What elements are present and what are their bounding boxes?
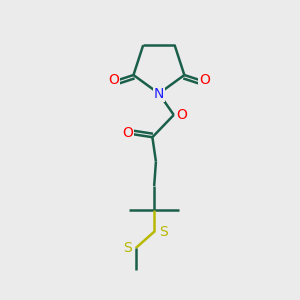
Text: S: S [159,225,167,239]
Text: S: S [123,241,132,255]
Text: O: O [177,108,188,122]
Text: O: O [108,73,119,87]
Text: O: O [199,73,210,87]
Text: N: N [154,86,164,100]
Text: O: O [122,126,133,140]
